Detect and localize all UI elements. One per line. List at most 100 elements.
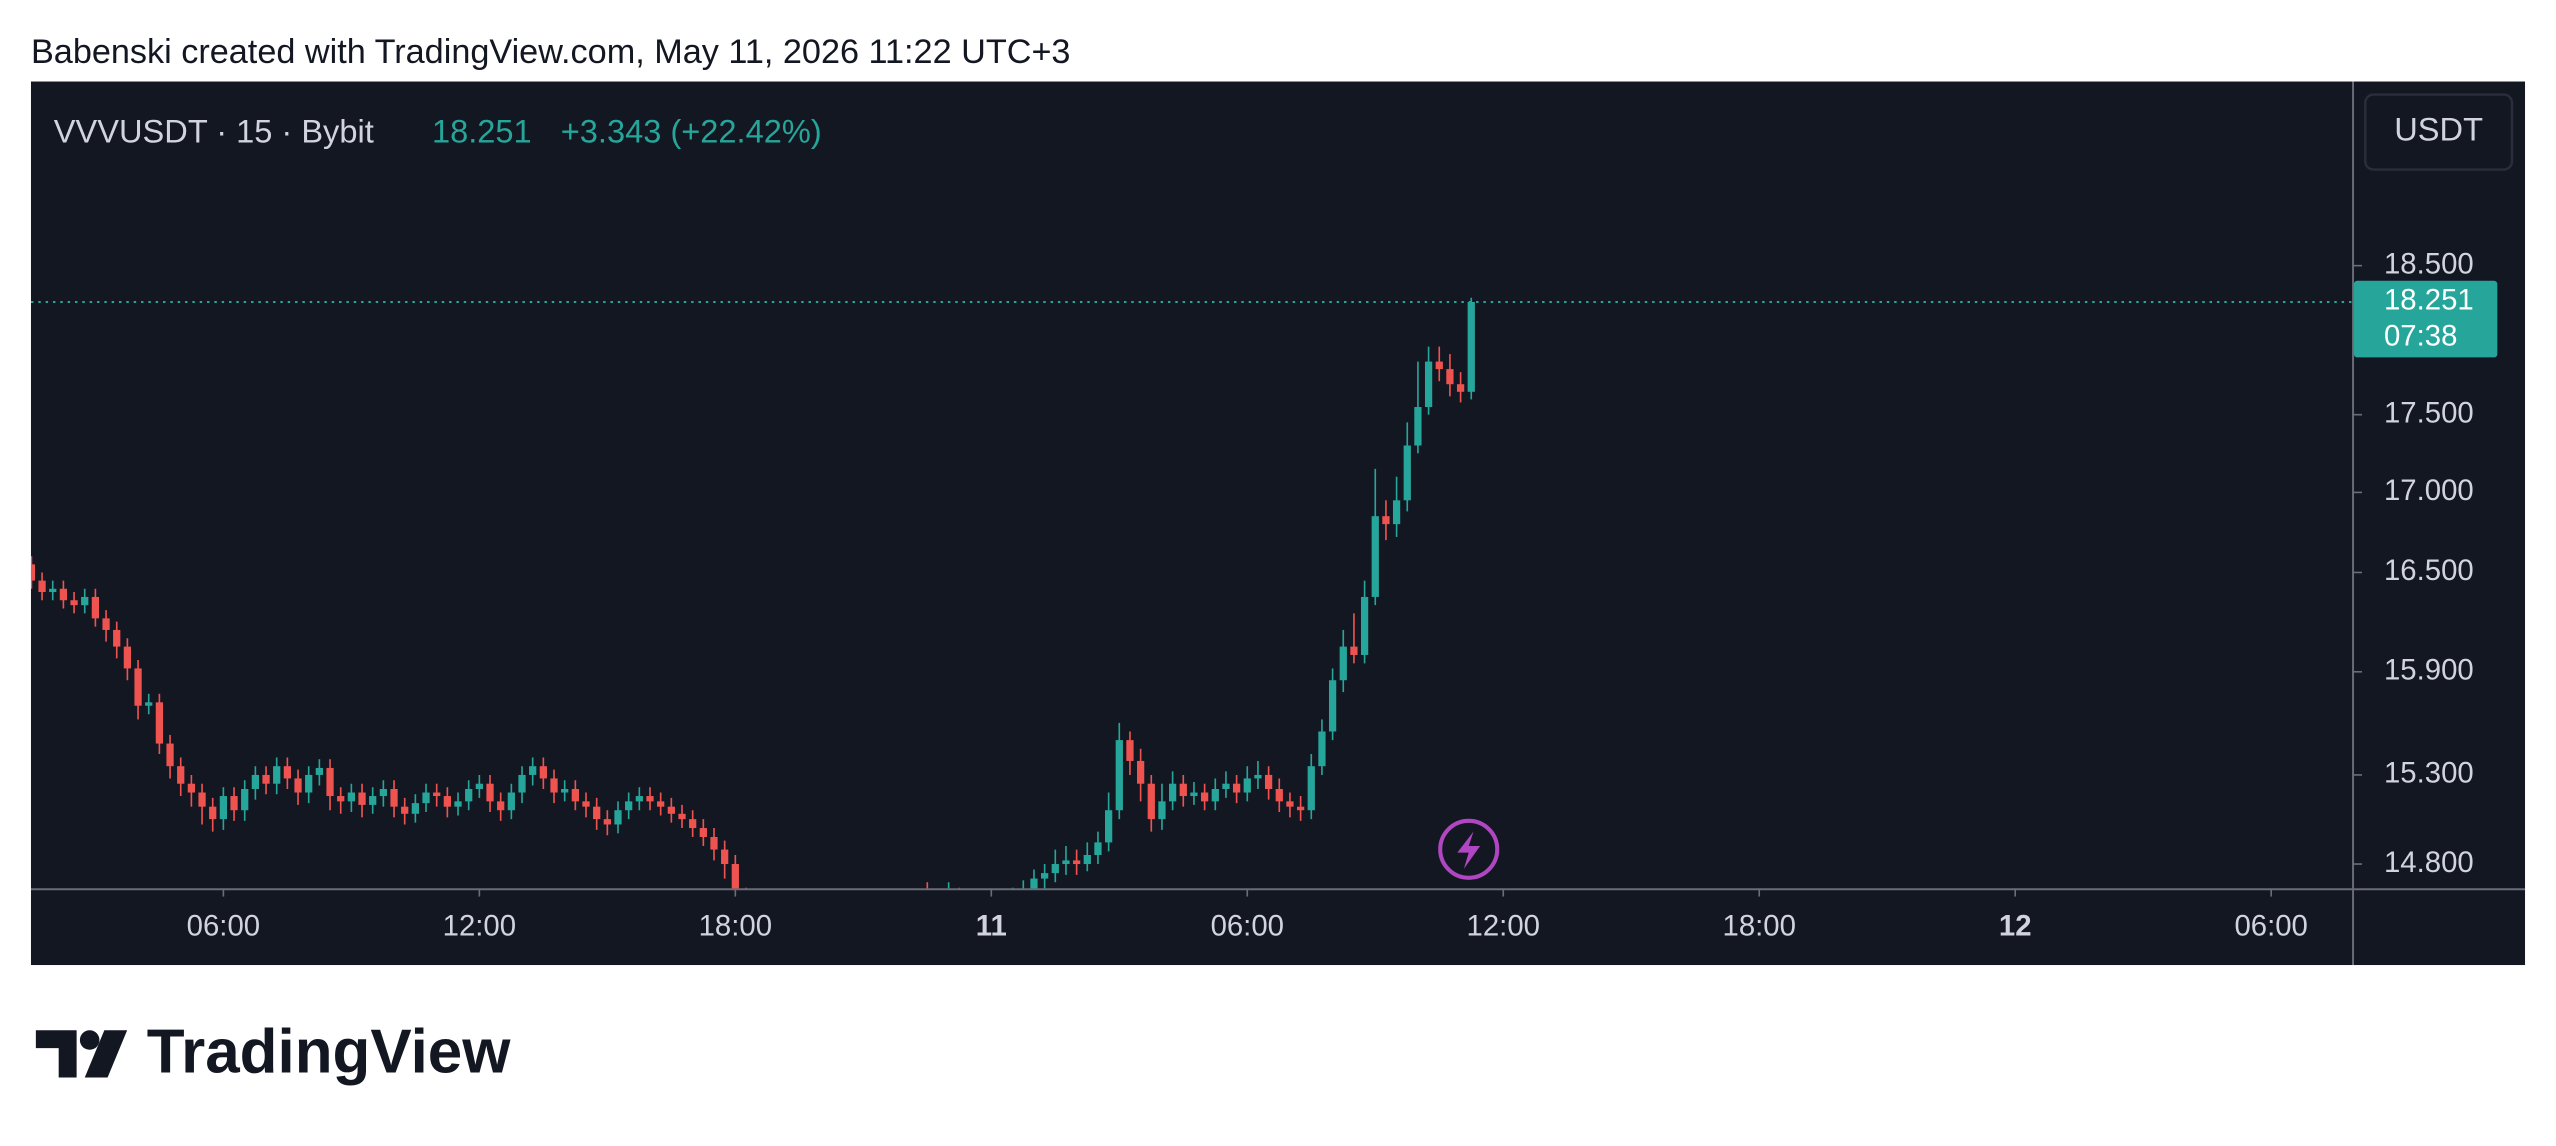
candle-body: [1104, 810, 1113, 843]
candle-body: [1328, 680, 1337, 732]
candle-body: [1158, 801, 1166, 820]
candle-body: [1350, 646, 1358, 655]
candle-body: [1115, 740, 1123, 811]
candle-body: [1168, 783, 1177, 802]
chart-background: [30, 81, 2526, 966]
candle-body: [219, 796, 228, 820]
candle-body: [593, 806, 601, 820]
candle-body: [166, 743, 174, 767]
candle-body: [1083, 854, 1091, 865]
candle-body: [507, 792, 515, 811]
candle-body: [1030, 878, 1038, 889]
candle-body: [465, 788, 473, 802]
candle-body: [1371, 516, 1379, 597]
candle-body: [1232, 783, 1241, 793]
candle-body: [433, 792, 441, 797]
last-price: 18.251: [432, 112, 532, 149]
candle-body: [1243, 778, 1251, 793]
candle-body: [1147, 783, 1155, 820]
candle-body: [91, 596, 100, 619]
x-tick-label: 18:00: [699, 909, 772, 942]
candle-body: [454, 801, 462, 807]
last-price-tag-label: 18.251: [2384, 284, 2474, 317]
candle-body: [646, 796, 654, 802]
candle-body: [1360, 596, 1369, 655]
change-label: +3.343 (+22.42%): [561, 112, 822, 149]
candle-body: [209, 806, 217, 820]
last-price-tag: [2353, 280, 2498, 358]
candle-body: [1392, 500, 1401, 525]
currency-button[interactable]: [2364, 93, 2514, 171]
x-tick-label: 12: [1999, 909, 2032, 942]
candle-body: [102, 618, 110, 630]
candle-body: [1339, 646, 1347, 681]
candle-body: [1446, 369, 1454, 385]
candle-body: [411, 803, 419, 814]
candle-body: [582, 801, 590, 807]
candle-body: [539, 766, 547, 779]
candle-body: [603, 819, 611, 825]
candle-body: [81, 596, 89, 606]
candle-body: [1424, 361, 1433, 408]
candle-body: [614, 810, 622, 825]
y-tick-label: 17.000: [2384, 474, 2474, 507]
y-tick-label: 17.500: [2384, 396, 2474, 429]
candle-body: [667, 806, 675, 814]
candle-body: [1254, 774, 1262, 779]
candle-body: [625, 801, 633, 811]
candle-body: [1190, 792, 1198, 797]
candle-body: [1296, 806, 1305, 811]
candle-body: [1264, 774, 1273, 789]
candle-body: [390, 788, 398, 807]
candle-body: [177, 766, 185, 784]
candle-body: [1467, 302, 1475, 392]
x-tick-label: 12:00: [443, 909, 516, 942]
candle-body: [635, 796, 643, 802]
candle-body: [1435, 361, 1443, 370]
candle-body: [1382, 516, 1390, 525]
candle-body: [1275, 788, 1283, 802]
candle-body: [518, 774, 526, 793]
candle-body: [710, 836, 718, 850]
candle-body: [134, 668, 142, 706]
candle-body: [59, 588, 68, 601]
y-tick-label: 18.500: [2384, 247, 2474, 280]
candle-body: [401, 806, 409, 814]
x-tick-label: 18:00: [1723, 909, 1796, 942]
candle-body: [1136, 760, 1145, 784]
x-tick-label: 12:00: [1467, 909, 1540, 942]
candle-body: [38, 580, 46, 593]
candle-body: [337, 796, 345, 802]
candle-body: [123, 646, 132, 669]
candle-body: [1456, 384, 1465, 392]
candle-body: [571, 788, 579, 802]
tradingview-logo: [35, 1030, 128, 1078]
symbol-label: VVVUSDT · 15 · Bybit: [54, 112, 374, 149]
candle-body: [1200, 792, 1209, 802]
candle-body: [369, 796, 377, 805]
x-tick-label: 06:00: [1211, 909, 1284, 942]
currency-label[interactable]: USDT: [2394, 111, 2483, 148]
candle-body: [241, 788, 249, 811]
candle-body: [1403, 445, 1411, 501]
candle-body: [721, 849, 729, 865]
candle-body: [230, 796, 238, 811]
countdown-label: 07:38: [2384, 320, 2457, 353]
candle-body: [113, 629, 121, 647]
candle-body: [326, 767, 334, 797]
y-tick-label: 15.300: [2384, 757, 2474, 790]
candle-body: [1041, 873, 1049, 879]
candle-body: [1414, 407, 1422, 446]
candle-body: [550, 778, 558, 793]
candle-body: [1286, 801, 1294, 807]
y-tick-label: 14.800: [2384, 846, 2474, 879]
y-tick-label: 15.900: [2384, 654, 2474, 687]
lightning-icon[interactable]: [1438, 818, 1500, 880]
candle-body: [187, 783, 196, 793]
candle-body: [283, 766, 291, 779]
candle-body: [1062, 860, 1070, 865]
candle-body: [294, 778, 302, 793]
candle-body: [305, 774, 313, 793]
candle-body: [315, 767, 323, 775]
